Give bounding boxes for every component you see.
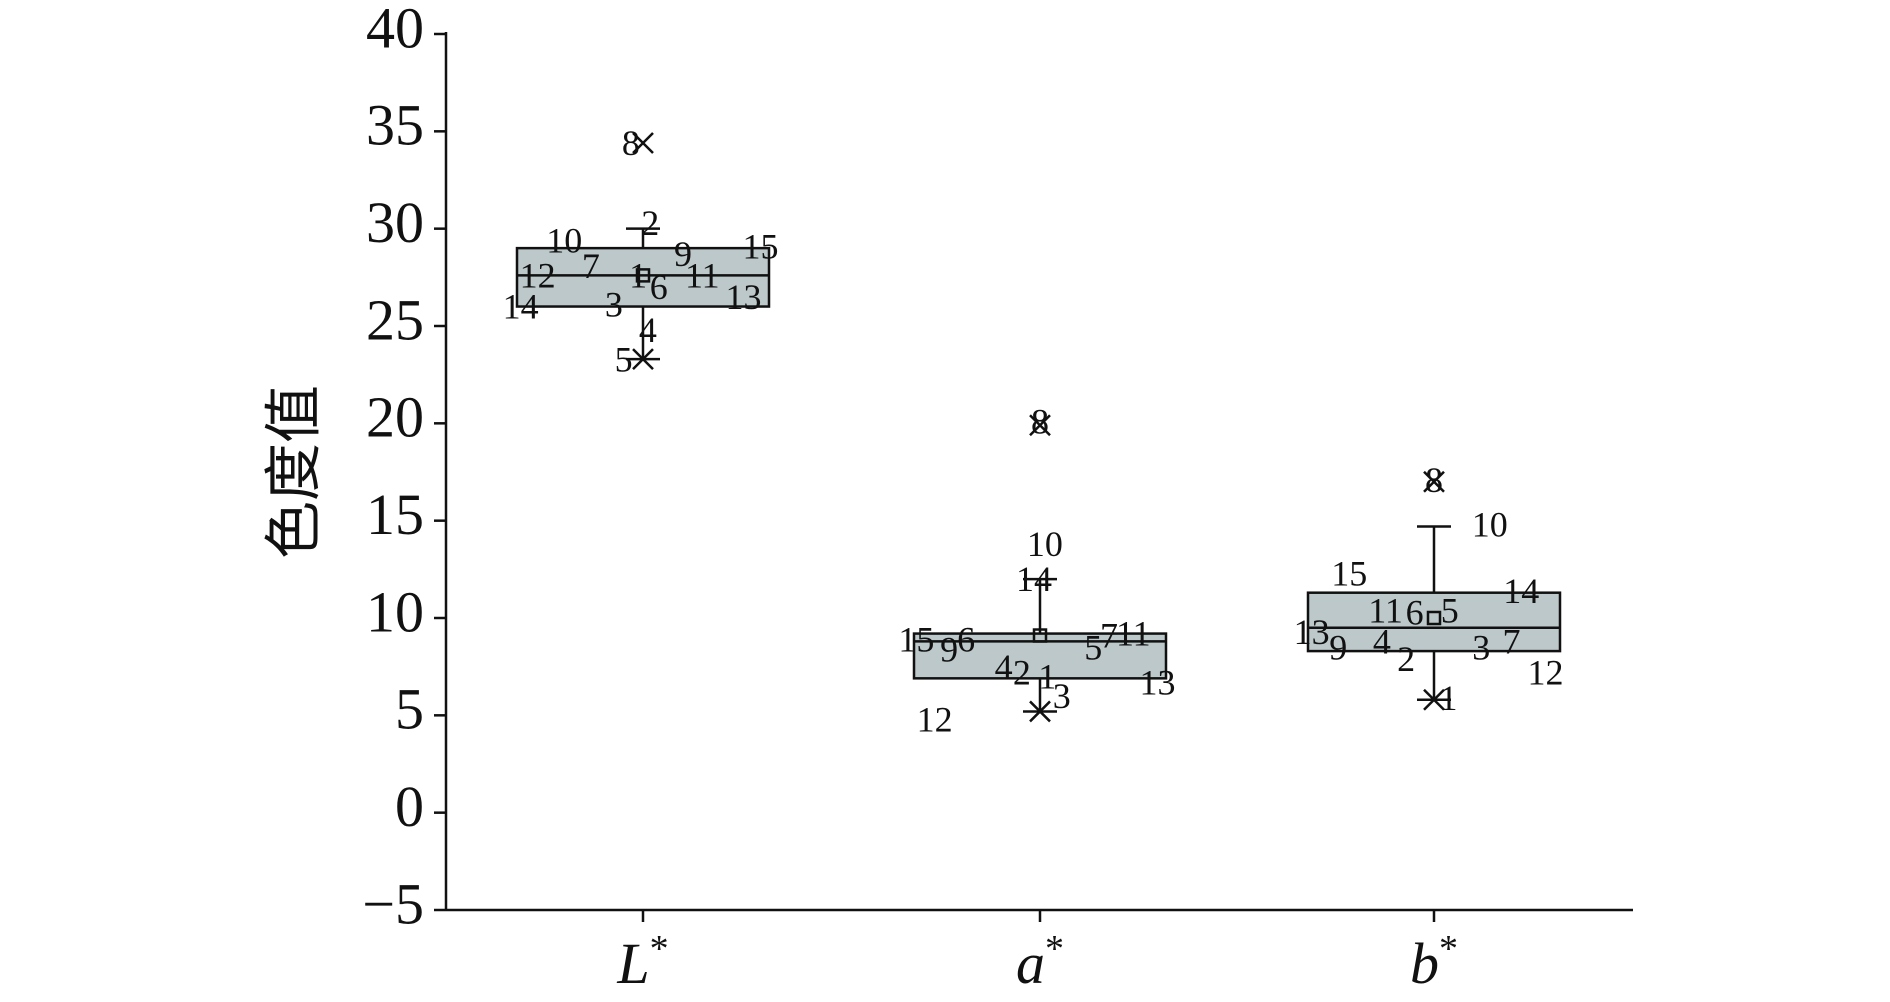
- y-tick-label: 10: [366, 579, 424, 644]
- point-label: 11: [1116, 614, 1151, 654]
- mean: [1426, 610, 1442, 626]
- point-label: 15: [898, 620, 934, 660]
- point-label: 11: [1368, 590, 1403, 630]
- point-label: 4: [995, 647, 1013, 687]
- box: [1306, 591, 1562, 653]
- point-label: 13: [1140, 662, 1176, 702]
- max-marker: [1423, 470, 1445, 493]
- point-label: 9: [1329, 627, 1347, 667]
- point-label: 14: [1016, 559, 1052, 599]
- point-label: 11: [685, 256, 720, 296]
- point-label: 12: [1527, 653, 1563, 693]
- point-label: 4: [639, 310, 657, 350]
- point-label: 13: [726, 277, 762, 317]
- point-label: 6: [650, 267, 668, 307]
- y-tick-label: 25: [366, 287, 424, 352]
- max-marker: [1029, 414, 1051, 437]
- y-axis-label: 色度值: [261, 385, 326, 559]
- point-label: 10: [546, 221, 582, 261]
- y-tick-label: 35: [366, 93, 424, 158]
- point-label: 14: [503, 287, 539, 327]
- min-marker: [632, 348, 654, 370]
- point-label: 14: [1503, 571, 1539, 611]
- point-label: 3: [1053, 676, 1071, 716]
- point-label: 6: [957, 620, 975, 660]
- point-label: 15: [1331, 553, 1367, 593]
- point-label: 4: [1373, 622, 1391, 662]
- point-label: 2: [1013, 653, 1031, 693]
- y-tick-label: 20: [366, 385, 424, 450]
- point-label: 13: [1294, 612, 1330, 652]
- point-label: 8: [1031, 402, 1049, 442]
- point-label: 5: [1084, 627, 1102, 667]
- point-label: 9: [674, 234, 692, 274]
- box: [515, 246, 771, 308]
- min-marker: [1029, 700, 1051, 723]
- y-tick-label: 5: [395, 677, 424, 742]
- y-tick-label: 0: [395, 774, 424, 839]
- y-tick-label: 30: [366, 190, 424, 255]
- point-label: 15: [743, 226, 779, 266]
- point-label: 10: [1472, 505, 1508, 545]
- point-label: 9: [940, 629, 958, 669]
- y-tick-label: 40: [366, 0, 424, 60]
- point-label: 6: [1406, 592, 1424, 632]
- point-label: 8: [1425, 460, 1443, 500]
- y-tick-label: −5: [362, 871, 424, 936]
- min-marker: [1423, 688, 1445, 711]
- x-tick-label: a*: [1016, 928, 1064, 997]
- point-label: 2: [641, 203, 659, 243]
- point-label: 3: [605, 285, 623, 325]
- point-label: 8: [622, 123, 640, 163]
- point-label: 3: [1472, 627, 1490, 667]
- point-label: 7: [1100, 616, 1118, 656]
- point-label: 2: [1397, 639, 1415, 679]
- x-tick-label: L*: [616, 928, 668, 997]
- point-label: 5: [1441, 590, 1459, 630]
- point-label: 7: [582, 246, 600, 286]
- x-tick-label: b*: [1410, 928, 1458, 997]
- mean: [635, 268, 651, 283]
- point-label: 7: [1503, 622, 1521, 662]
- y-tick-label: 15: [366, 482, 424, 547]
- point-label: 1: [1038, 657, 1056, 697]
- point-label: 12: [520, 256, 556, 296]
- point-label: 10: [1027, 524, 1063, 564]
- point-label: 5: [615, 339, 633, 379]
- point-label: 1: [1440, 678, 1458, 718]
- point-label: 12: [917, 699, 953, 739]
- point-label: 1: [629, 256, 647, 296]
- max-marker: [632, 132, 654, 154]
- mean: [1032, 628, 1048, 643]
